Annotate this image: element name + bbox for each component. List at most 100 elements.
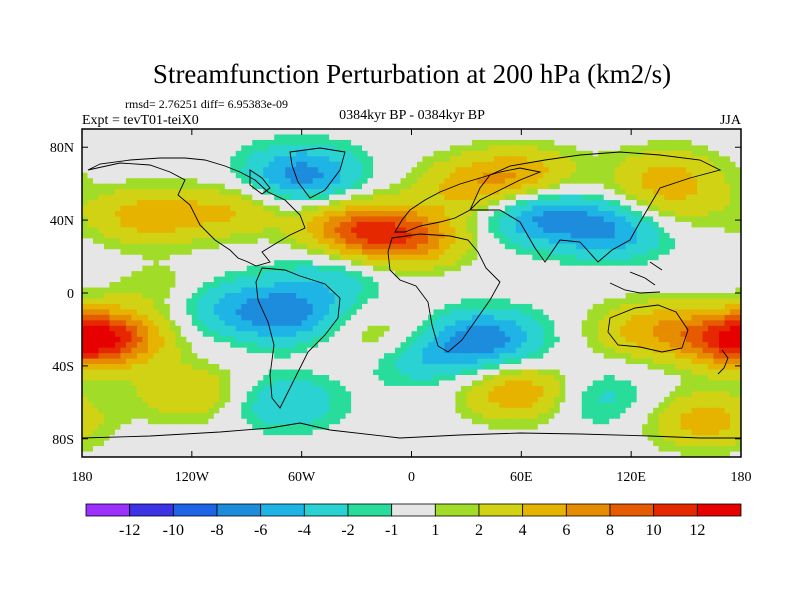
field-cell [191, 134, 198, 141]
field-cell [125, 150, 133, 157]
field-cell [351, 320, 358, 327]
field-cell [92, 309, 100, 316]
field-cell [120, 320, 127, 327]
field-cell [153, 271, 160, 278]
field-cell [252, 194, 259, 201]
field-cell [136, 309, 144, 316]
field-cell [510, 139, 517, 146]
field-cell [318, 293, 325, 300]
field-cell [647, 183, 654, 190]
field-cell [373, 249, 380, 256]
field-cell [351, 325, 358, 332]
field-cell [499, 298, 506, 305]
field-cell [433, 249, 440, 256]
field-cell [499, 189, 506, 196]
field-cell [279, 254, 286, 261]
field-cell [213, 287, 220, 294]
field-cell [180, 254, 187, 261]
field-cell [241, 150, 248, 157]
field-cell [87, 260, 94, 267]
field-cell [548, 293, 555, 300]
field-cell [515, 336, 522, 343]
field-cell [488, 189, 495, 196]
field-cell [252, 189, 259, 196]
field-cell [669, 172, 676, 179]
field-cell [554, 287, 561, 294]
field-cell [675, 189, 682, 196]
field-cell [285, 347, 292, 354]
field-cell [433, 293, 440, 300]
field-cell [268, 336, 275, 343]
field-cell [592, 287, 599, 294]
field-cell [246, 282, 253, 289]
field-cell [125, 161, 133, 168]
field-cell [471, 189, 478, 196]
field-cell [378, 347, 385, 354]
field-cell [384, 331, 391, 338]
field-cell [515, 172, 522, 179]
field-cell [477, 282, 484, 289]
field-cell [131, 276, 138, 283]
field-cell [477, 265, 484, 272]
field-cell [301, 249, 308, 256]
field-cell [477, 156, 484, 163]
field-cell [658, 194, 665, 201]
field-cell [477, 309, 484, 316]
field-cell [675, 211, 682, 218]
field-cell [191, 336, 198, 343]
field-cell [713, 331, 720, 338]
field-cell [153, 200, 160, 207]
field-cell [406, 150, 413, 157]
field-cell [120, 260, 127, 267]
field-cell [416, 336, 424, 343]
field-cell [713, 325, 720, 332]
field-cell [131, 178, 138, 185]
field-cell [587, 232, 594, 239]
field-cell [526, 211, 533, 218]
field-cell [515, 293, 522, 300]
field-cell [675, 238, 682, 245]
field-cell [131, 287, 138, 294]
field-cell [384, 161, 391, 168]
field-cell [82, 325, 89, 332]
field-cell [340, 139, 347, 146]
field-cell [296, 325, 303, 332]
field-cell [235, 145, 242, 152]
field-cell [570, 282, 577, 289]
field-cell [246, 139, 253, 146]
field-cell [400, 249, 407, 256]
field-cell [471, 134, 478, 141]
field-cell [246, 216, 253, 223]
field-cell [323, 211, 330, 218]
field-cell [515, 325, 522, 332]
field-cell [367, 178, 374, 185]
field-cell [230, 134, 237, 141]
field-cell [114, 320, 122, 327]
field-cell [708, 276, 715, 283]
field-cell [482, 156, 489, 163]
field-cell [691, 298, 698, 305]
field-cell [433, 156, 440, 163]
field-cell [719, 303, 726, 310]
field-cell [631, 293, 638, 300]
field-cell [499, 309, 506, 316]
field-cell [702, 342, 709, 349]
field-cell [658, 129, 665, 136]
field-cell [609, 183, 616, 190]
field-cell [510, 194, 517, 201]
field-cell [427, 287, 435, 294]
field-cell [224, 129, 231, 136]
field-cell [356, 221, 363, 228]
field-cell [285, 293, 292, 300]
field-cell [202, 347, 209, 354]
field-cell [208, 243, 215, 250]
field-cell [537, 232, 544, 239]
field-cell [395, 336, 402, 343]
field-cell [499, 342, 506, 349]
field-cell [598, 293, 605, 300]
field-cell [334, 320, 341, 327]
field-cell [378, 156, 385, 163]
field-cell [625, 314, 632, 321]
field-cell [87, 134, 94, 141]
field-cell [702, 243, 709, 250]
